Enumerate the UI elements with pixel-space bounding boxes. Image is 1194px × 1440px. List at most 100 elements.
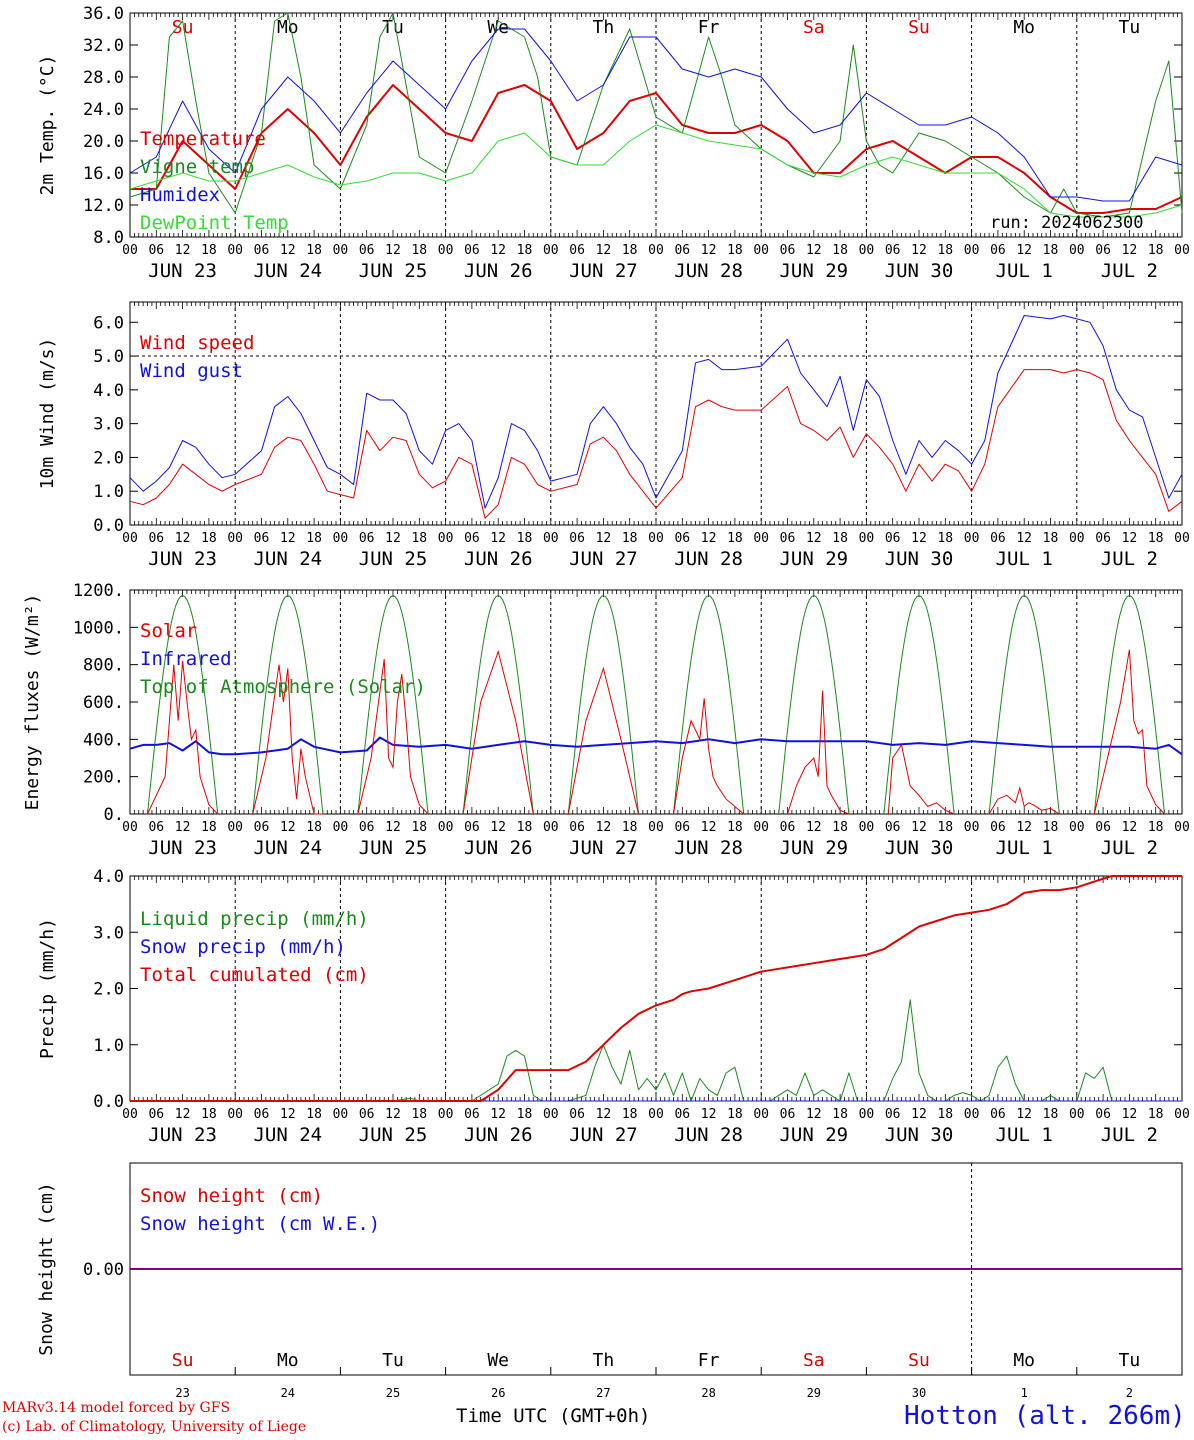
hour-tick-label: 12 <box>596 531 612 546</box>
y-tick-label: 0.00 <box>83 1260 124 1280</box>
weekday-label: Sa <box>803 17 825 38</box>
hour-tick-label: 12 <box>175 531 191 546</box>
hour-tick-label: 18 <box>517 243 533 258</box>
hour-tick-label: 00 <box>543 820 559 835</box>
date-label: JUN 29 <box>779 837 848 859</box>
hour-tick-label: 06 <box>780 243 796 258</box>
hour-tick-label: 18 <box>727 820 743 835</box>
y-tick-label: 0. <box>104 805 124 825</box>
date-label: JUL 2 <box>1101 1124 1158 1146</box>
hour-tick-label: 00 <box>648 531 664 546</box>
top-of-atmosphere-solar-line <box>988 595 1060 815</box>
hour-tick-label: 00 <box>753 243 769 258</box>
hour-tick-label: 18 <box>411 1107 427 1122</box>
hour-tick-label: 06 <box>569 531 585 546</box>
hour-tick-label: 00 <box>438 820 454 835</box>
temperature-line <box>130 84 1183 214</box>
hour-tick-label: 06 <box>674 243 690 258</box>
y-axis-label: Precip (mm/h) <box>37 918 58 1059</box>
run-label: run: 2024062300 <box>990 213 1144 233</box>
date-label: JUL 1 <box>996 1124 1053 1146</box>
y-tick-label: 24.0 <box>83 100 124 120</box>
temperature-panel: 00 06 12 18 00 06 12 18 00 06 12 18 00 06 12 18 00 06 12 18… <box>37 4 1190 282</box>
hour-tick-label: 06 <box>359 243 375 258</box>
hour-tick-label: 12 <box>701 1107 717 1122</box>
hour-tick-label: 12 <box>175 243 191 258</box>
hour-tick-label: 06 <box>254 243 270 258</box>
day-number-label: 28 <box>701 1386 715 1400</box>
hour-tick-label: 18 <box>1043 243 1059 258</box>
hour-tick-label: 06 <box>464 820 480 835</box>
y-axis-label: Snow height (cm) <box>36 1182 57 1355</box>
hour-tick-label: 06 <box>885 820 901 835</box>
hour-tick-label: 12 <box>490 531 506 546</box>
day-number-label: 2 <box>1126 1386 1133 1400</box>
hour-tick-label: 12 <box>596 1107 612 1122</box>
hour-tick-label: 00 <box>648 243 664 258</box>
hour-tick-label: 18 <box>937 243 953 258</box>
hour-tick-label: 06 <box>148 820 164 835</box>
hour-tick-label: 12 <box>280 531 296 546</box>
date-label: JUN 23 <box>148 260 217 282</box>
snow-panel: Su Mo Tu We Th Fr Sa Su Mo Tu 23 24 25 26 27 28 29 30 1 2 0.… <box>36 1162 1183 1400</box>
hour-tick-label: 06 <box>1095 243 1111 258</box>
hour-tick-label: 06 <box>1095 531 1111 546</box>
solar-line <box>357 659 429 815</box>
hour-tick-label: 00 <box>859 531 875 546</box>
hour-tick-label: 00 <box>964 1107 980 1122</box>
hour-tick-label: 00 <box>227 820 243 835</box>
y-tick-label: 1.0 <box>93 1036 124 1056</box>
hour-tick-label: 06 <box>359 820 375 835</box>
hour-tick-label: 18 <box>411 243 427 258</box>
y-tick-label: 200. <box>83 768 124 788</box>
hour-tick-label: 18 <box>937 820 953 835</box>
hour-tick-label: 18 <box>832 1107 848 1122</box>
hour-tick-label: 18 <box>201 531 217 546</box>
y-tick-label: 800. <box>83 656 124 676</box>
date-label: JUN 25 <box>359 837 428 859</box>
weekday-label: Su <box>908 17 930 38</box>
hour-tick-label: 12 <box>175 1107 191 1122</box>
weekday-label: Tu <box>1119 17 1141 38</box>
y-tick-label: 3.0 <box>93 415 124 435</box>
hour-tick-label: 06 <box>780 1107 796 1122</box>
hour-tick-label: 12 <box>596 820 612 835</box>
hour-tick-label: 18 <box>1043 531 1059 546</box>
hour-tick-label: 18 <box>517 1107 533 1122</box>
date-label: JUN 26 <box>464 260 533 282</box>
hour-tick-label: 00 <box>859 1107 875 1122</box>
hour-tick-label: 12 <box>701 531 717 546</box>
hour-tick-label: 00 <box>1174 531 1190 546</box>
hour-tick-label: 12 <box>1016 820 1032 835</box>
legend-entry: Snow height (cm) <box>140 1185 323 1207</box>
top-of-atmosphere-solar-line <box>567 595 639 815</box>
hour-tick-label: 06 <box>990 531 1006 546</box>
weekday-label: Su <box>172 1350 194 1371</box>
date-label: JUN 27 <box>569 837 638 859</box>
hour-tick-label: 18 <box>832 243 848 258</box>
hour-tick-label: 18 <box>727 243 743 258</box>
hour-tick-label: 18 <box>201 820 217 835</box>
solar-line <box>887 743 955 815</box>
date-label: JUN 28 <box>674 260 743 282</box>
hour-tick-label: 06 <box>569 820 585 835</box>
date-label: JUN 29 <box>779 1124 848 1146</box>
hour-tick-label: 06 <box>569 1107 585 1122</box>
hour-tick-label: 00 <box>964 243 980 258</box>
hour-tick-label: 18 <box>1148 243 1164 258</box>
humidex-line <box>129 28 1183 202</box>
hour-tick-label: 06 <box>885 531 901 546</box>
plot-frame <box>129 589 1183 815</box>
hour-tick-label: 12 <box>1122 531 1138 546</box>
y-tick-label: 4.0 <box>93 867 124 887</box>
date-label: JUN 28 <box>674 1124 743 1146</box>
legend-entry: Humidex <box>140 184 220 206</box>
hour-tick-label: 00 <box>438 243 454 258</box>
y-tick-label: 4.0 <box>93 381 124 401</box>
hour-tick-label: 00 <box>859 820 875 835</box>
date-label: JUN 26 <box>464 548 533 570</box>
hour-tick-label: 00 <box>648 820 664 835</box>
day-number-label: 25 <box>386 1386 400 1400</box>
wind-speed-line <box>129 369 1183 519</box>
date-label: JUN 28 <box>674 837 743 859</box>
